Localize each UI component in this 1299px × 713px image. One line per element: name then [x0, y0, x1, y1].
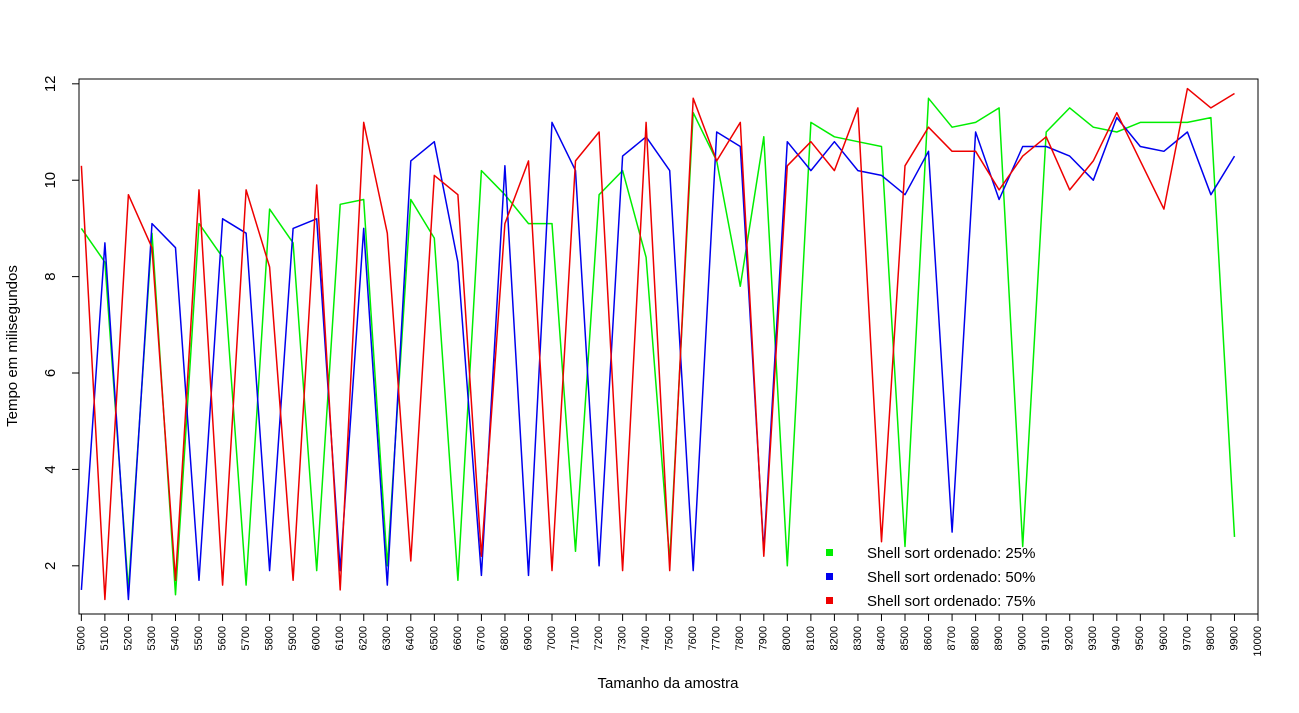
y-tick-label: 12: [42, 75, 59, 92]
x-tick-label: 7400: [640, 626, 652, 650]
x-tick-label: 8300: [852, 626, 864, 650]
x-tick-label: 8100: [805, 626, 817, 650]
x-tick-label: 5600: [216, 626, 228, 650]
x-tick-label: 8200: [828, 626, 840, 650]
series-layer: [80, 87, 1236, 601]
x-tick-label: 6000: [311, 626, 323, 650]
x-tick-label: 8000: [781, 626, 793, 650]
x-tick-label: 8700: [946, 626, 958, 650]
x-tick-label: 5700: [240, 626, 252, 650]
x-tick-label: 9800: [1205, 626, 1217, 650]
legend-label-1: Shell sort ordenado: 25%: [867, 545, 1035, 562]
x-tick-label: 7000: [546, 626, 558, 650]
x-tick-label: 5900: [287, 626, 299, 650]
y-axis: 2 4 6 8 10 12: [42, 75, 80, 570]
x-tick-label: 9000: [1017, 626, 1029, 650]
x-tick-label: 7700: [711, 626, 723, 650]
legend-swatch-3: [826, 597, 833, 604]
legend-swatch-2: [826, 573, 833, 580]
x-tick-label: 5000: [75, 626, 87, 650]
x-tick-label: 9100: [1040, 626, 1052, 650]
series-line-1: [80, 97, 1236, 596]
x-tick-label: 6700: [475, 626, 487, 650]
x-tick-label: 7600: [687, 626, 699, 650]
x-tick-label: 7800: [734, 626, 746, 650]
x-tick-label: 7500: [664, 626, 676, 650]
x-tick-label: 6300: [381, 626, 393, 650]
x-tick-label: 9700: [1181, 626, 1193, 650]
x-tick-label: 6400: [405, 626, 417, 650]
x-tick-label: 9500: [1134, 626, 1146, 650]
y-tick-label: 2: [42, 562, 59, 570]
legend-label-2: Shell sort ordenado: 50%: [867, 569, 1035, 586]
legend: Shell sort ordenado: 25% Shell sort orden…: [826, 545, 1035, 610]
x-axis: 5000 5100 5200 5300 5400 5500 5600 5700 5800 5900…: [75, 613, 1264, 657]
x-tick-label: 8400: [875, 626, 887, 650]
x-tick-label: 9600: [1158, 626, 1170, 650]
x-tick-label: 9400: [1111, 626, 1123, 650]
x-axis-label: Tamanho da amostra: [598, 675, 740, 692]
x-tick-label: 10000: [1252, 626, 1264, 657]
x-tick-label: 5800: [264, 626, 276, 650]
series-line-3: [80, 87, 1235, 601]
x-tick-label: 7100: [569, 626, 581, 650]
x-tick-label: 8500: [899, 626, 911, 650]
y-tick-label: 8: [42, 272, 59, 280]
x-tick-label: 5300: [146, 626, 158, 650]
series-line-2: [80, 116, 1236, 601]
legend-label-3: Shell sort ordenado: 75%: [867, 593, 1035, 610]
x-tick-label: 7200: [593, 626, 605, 650]
x-tick-label: 6900: [522, 626, 534, 650]
legend-swatch-1: [826, 549, 833, 556]
x-tick-label: 5500: [193, 626, 205, 650]
x-tick-label: 8600: [922, 626, 934, 650]
x-tick-label: 6800: [499, 626, 511, 650]
y-axis-label: Tempo em milisegundos: [4, 265, 21, 427]
x-tick-label: 9900: [1228, 626, 1240, 650]
x-tick-label: 5100: [99, 626, 111, 650]
x-tick-label: 7300: [617, 626, 629, 650]
x-tick-label: 9200: [1064, 626, 1076, 650]
x-tick-label: 5200: [122, 626, 134, 650]
x-tick-label: 6200: [358, 626, 370, 650]
x-tick-label: 5400: [169, 626, 181, 650]
y-tick-label: 6: [42, 369, 59, 377]
y-tick-label: 10: [42, 172, 59, 189]
x-tick-label: 7900: [758, 626, 770, 650]
x-tick-label: 6100: [334, 626, 346, 650]
x-tick-label: 8800: [970, 626, 982, 650]
x-tick-label: 8900: [993, 626, 1005, 650]
x-tick-label: 6500: [428, 626, 440, 650]
x-tick-label: 9300: [1087, 626, 1099, 650]
y-tick-label: 4: [42, 465, 59, 473]
x-tick-label: 6600: [452, 626, 464, 650]
